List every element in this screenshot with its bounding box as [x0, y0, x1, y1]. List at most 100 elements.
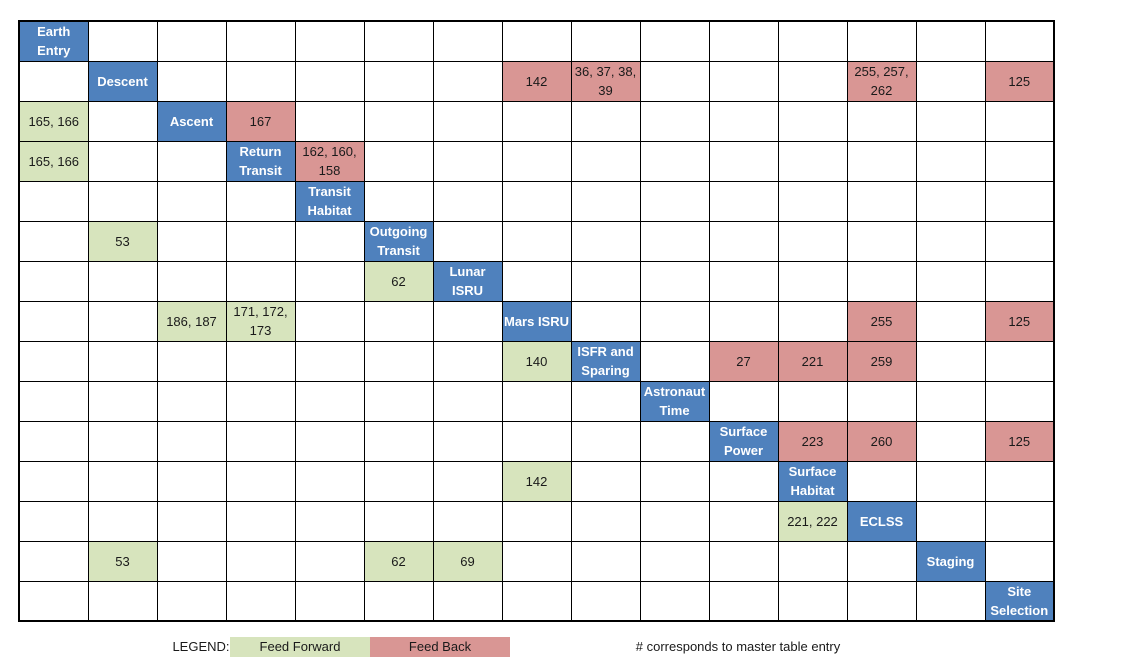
empty-cell	[570, 300, 641, 342]
feed-forward-cell: 53	[87, 220, 158, 262]
empty-cell	[225, 460, 296, 502]
empty-cell	[87, 100, 158, 142]
empty-cell	[570, 260, 641, 302]
empty-cell	[708, 140, 779, 182]
empty-cell	[777, 380, 848, 422]
empty-cell	[363, 460, 434, 502]
empty-cell	[915, 580, 986, 622]
empty-cell	[432, 380, 503, 422]
empty-cell	[294, 380, 365, 422]
empty-cell	[846, 180, 917, 222]
empty-cell	[915, 420, 986, 462]
empty-cell	[294, 540, 365, 582]
empty-cell	[639, 580, 710, 622]
empty-cell	[984, 260, 1055, 302]
empty-cell	[294, 260, 365, 302]
feed-back-cell: 36, 37, 38, 39	[570, 60, 641, 102]
empty-cell	[156, 260, 227, 302]
empty-cell	[639, 220, 710, 262]
empty-cell	[432, 340, 503, 382]
empty-cell	[156, 580, 227, 622]
empty-cell	[639, 180, 710, 222]
matrix-row: Site Selection	[18, 580, 1055, 622]
empty-cell	[708, 380, 779, 422]
matrix-row: Surface Power 223 260 125	[18, 420, 1055, 462]
empty-cell	[846, 100, 917, 142]
matrix-row: Transit Habitat	[18, 180, 1055, 222]
empty-cell	[18, 380, 89, 422]
empty-cell	[294, 100, 365, 142]
empty-cell	[570, 180, 641, 222]
feed-forward-cell: 53	[87, 540, 158, 582]
empty-cell	[156, 60, 227, 102]
empty-cell	[915, 500, 986, 542]
empty-cell	[984, 340, 1055, 382]
feed-forward-cell: 69	[432, 540, 503, 582]
feed-back-cell: 255	[846, 300, 917, 342]
empty-cell	[225, 340, 296, 382]
empty-cell	[156, 460, 227, 502]
empty-cell	[156, 180, 227, 222]
empty-cell	[363, 140, 434, 182]
feed-forward-cell: 221, 222	[777, 500, 848, 542]
matrix-row: 165, 166 Return Transit 162, 160, 158	[18, 140, 1055, 182]
empty-cell	[156, 220, 227, 262]
empty-cell	[225, 60, 296, 102]
element-label: ISFR and Sparing	[570, 340, 641, 382]
empty-cell	[156, 140, 227, 182]
empty-cell	[156, 340, 227, 382]
element-label: Outgoing Transit	[363, 220, 434, 262]
empty-cell	[915, 340, 986, 382]
empty-cell	[708, 580, 779, 622]
empty-cell	[777, 580, 848, 622]
empty-cell	[432, 100, 503, 142]
empty-cell	[708, 100, 779, 142]
empty-cell	[225, 420, 296, 462]
matrix-row: 140 ISFR and Sparing 27 221 259	[18, 340, 1055, 382]
empty-cell	[294, 60, 365, 102]
empty-cell	[18, 460, 89, 502]
empty-cell	[708, 20, 779, 62]
empty-cell	[225, 220, 296, 262]
empty-cell	[294, 420, 365, 462]
empty-cell	[984, 100, 1055, 142]
empty-cell	[363, 100, 434, 142]
empty-cell	[570, 220, 641, 262]
empty-cell	[708, 220, 779, 262]
feed-forward-cell: 140	[501, 340, 572, 382]
empty-cell	[432, 420, 503, 462]
empty-cell	[363, 20, 434, 62]
empty-cell	[363, 180, 434, 222]
empty-cell	[915, 20, 986, 62]
matrix-row: 53 62 69 Staging	[18, 540, 1055, 582]
empty-cell	[846, 460, 917, 502]
empty-cell	[915, 460, 986, 502]
empty-cell	[846, 260, 917, 302]
matrix-row: Earth Entry	[18, 20, 1055, 62]
element-label: Earth Entry	[18, 20, 89, 62]
empty-cell	[363, 300, 434, 342]
empty-cell	[432, 60, 503, 102]
empty-cell	[708, 300, 779, 342]
empty-cell	[501, 220, 572, 262]
empty-cell	[225, 540, 296, 582]
empty-cell	[18, 60, 89, 102]
empty-cell	[363, 500, 434, 542]
empty-cell	[777, 220, 848, 262]
empty-cell	[225, 380, 296, 422]
empty-cell	[87, 180, 158, 222]
dsm-matrix: Earth Entry Descent 142 36, 37, 38, 39 255, …	[18, 20, 1055, 622]
feed-back-cell: 142	[501, 60, 572, 102]
empty-cell	[639, 300, 710, 342]
empty-cell	[432, 20, 503, 62]
empty-cell	[708, 460, 779, 502]
empty-cell	[18, 340, 89, 382]
feed-forward-cell: 186, 187	[156, 300, 227, 342]
empty-cell	[363, 380, 434, 422]
legend-label: LEGEND:	[172, 639, 230, 654]
empty-cell	[18, 580, 89, 622]
element-label: Ascent	[156, 100, 227, 142]
feed-forward-cell: 62	[363, 260, 434, 302]
empty-cell	[777, 100, 848, 142]
empty-cell	[915, 180, 986, 222]
